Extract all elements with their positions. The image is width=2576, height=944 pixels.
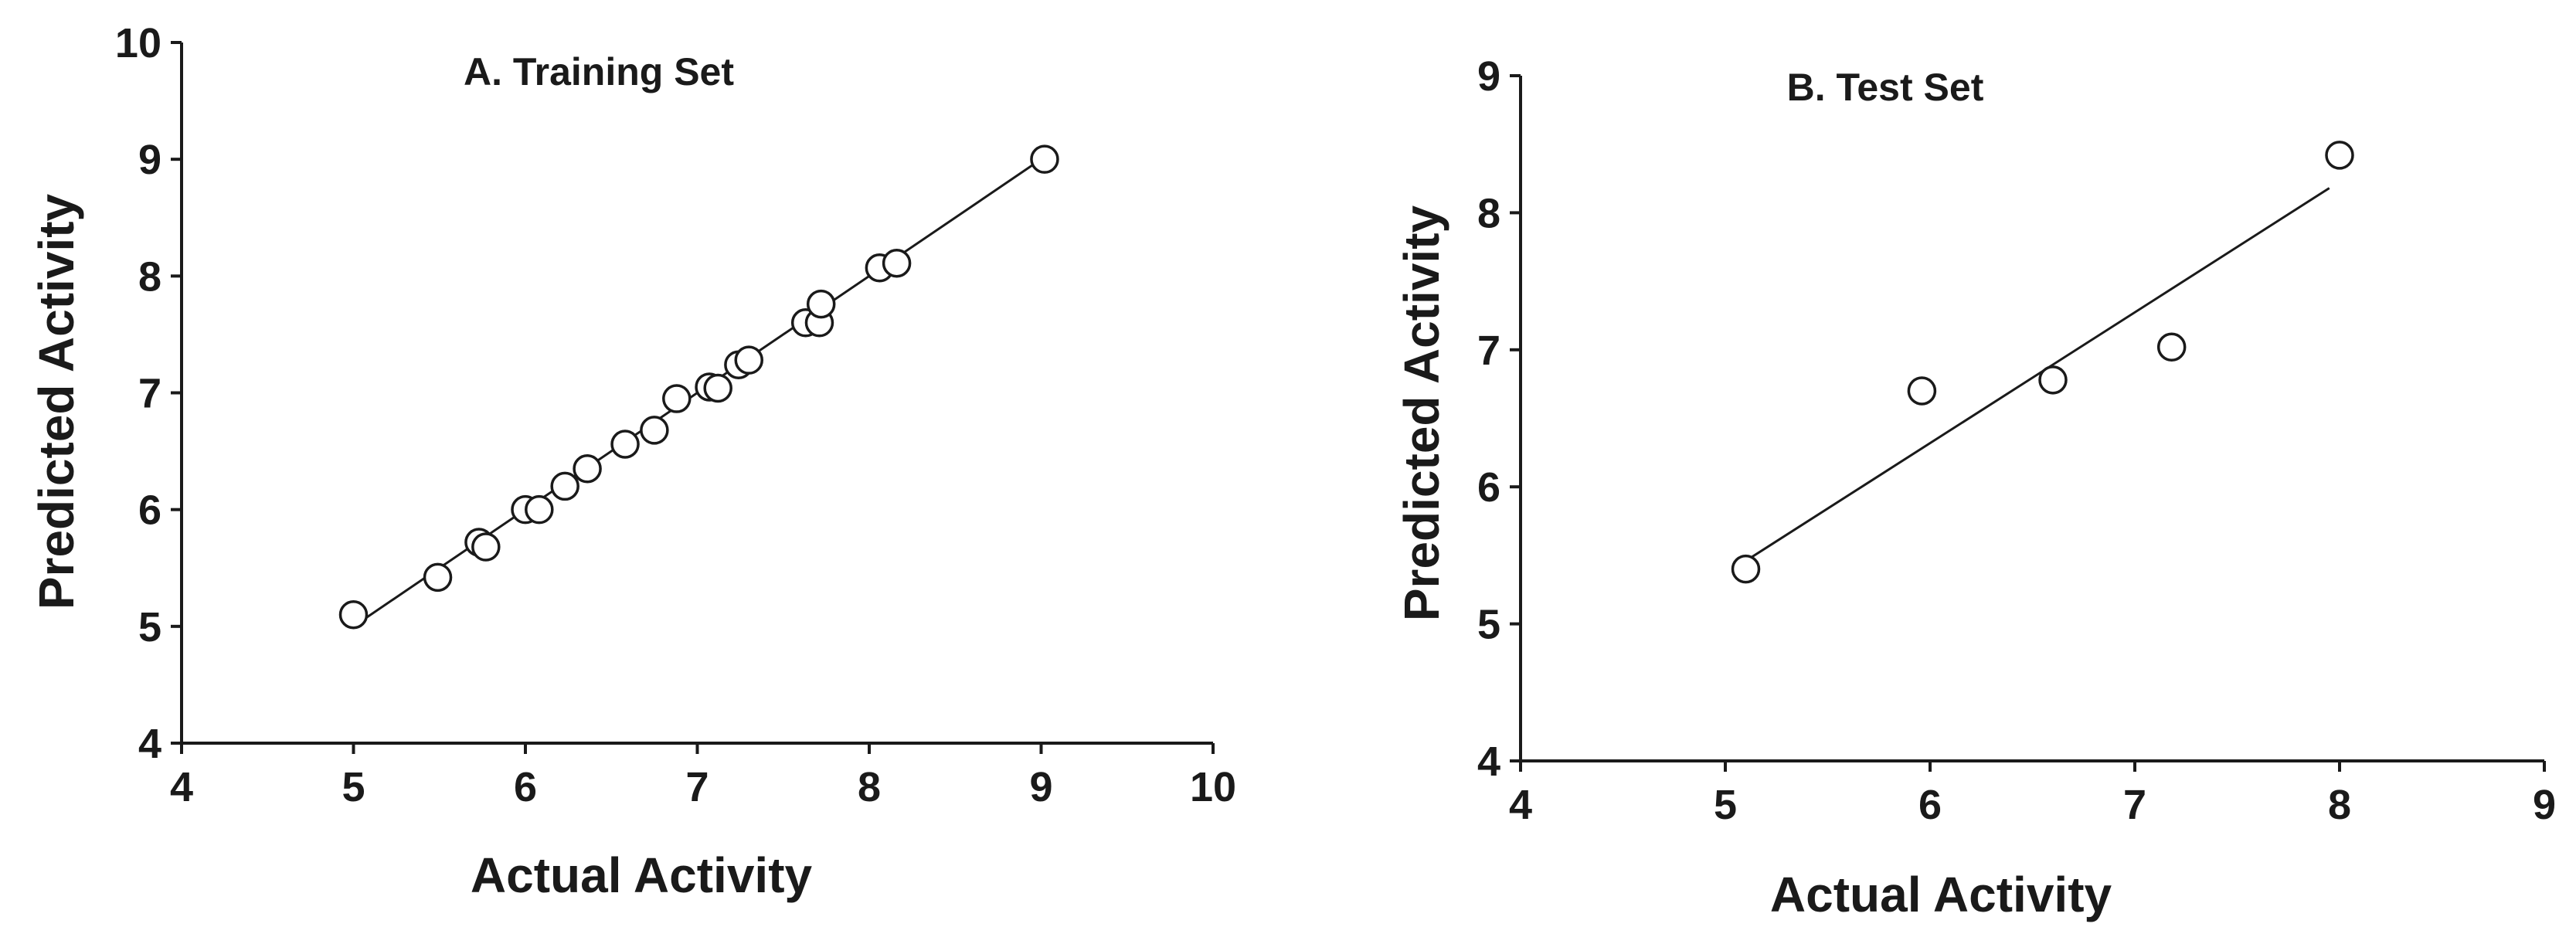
data-point <box>610 430 640 459</box>
data-point <box>471 532 501 562</box>
x-tick-label: 4 <box>170 764 193 810</box>
x-tick-label: 5 <box>1714 782 1737 828</box>
data-point <box>2325 141 2354 170</box>
x-tick-label: 6 <box>1918 782 1942 828</box>
data-point <box>640 416 669 445</box>
data-point <box>1907 376 1937 406</box>
x-axis-label: Actual Activity <box>471 847 813 903</box>
y-tick-label: 8 <box>138 253 161 300</box>
y-tick-labels: 4 5 6 7 8 9 <box>1477 53 1500 785</box>
regression-line <box>1745 187 2330 562</box>
x-tick-label: 9 <box>1029 764 1052 810</box>
y-tick-label: 9 <box>1477 53 1500 100</box>
x-axis-label: Actual Activity <box>1770 867 2112 922</box>
x-tick-label: 10 <box>1190 764 1236 810</box>
axes <box>171 41 1215 754</box>
y-tick-label: 10 <box>115 20 161 66</box>
data-point <box>882 248 912 278</box>
y-tick-label: 8 <box>1477 190 1500 236</box>
y-tick-label: 5 <box>138 604 161 650</box>
x-tick-labels: 4 5 6 7 8 9 <box>1509 782 2556 828</box>
data-point <box>2038 365 2068 395</box>
x-tick-label: 8 <box>858 764 881 810</box>
chart-panel-training-set: A. Training Set 4 5 6 7 8 9 10 4 5 6 7 8 9 10 Actual… <box>29 20 1236 903</box>
data-point <box>2156 332 2187 362</box>
data-points <box>338 144 1059 630</box>
y-tick-label: 9 <box>138 137 161 183</box>
x-tick-label: 5 <box>342 764 365 810</box>
y-tick-label: 6 <box>1477 464 1500 511</box>
y-tick-label: 4 <box>1477 739 1500 785</box>
y-axis-label: Predicted Activity <box>29 193 84 610</box>
axes <box>1510 74 2546 772</box>
x-tick-label: 4 <box>1509 782 1532 828</box>
x-tick-label: 8 <box>2328 782 2351 828</box>
data-point <box>1030 144 1059 174</box>
x-tick-label: 9 <box>2533 782 2556 828</box>
fit-line-group <box>1745 187 2330 562</box>
data-point <box>703 373 732 403</box>
y-axis-label: Predicted Activity <box>1394 205 1449 621</box>
chart-panel-test-set: B. Test Set 4 5 6 7 8 9 4 5 6 7 8 9 Actual Activit… <box>1394 53 2556 922</box>
data-point <box>1731 554 1761 584</box>
chart-title: B. Test Set <box>1787 66 1984 109</box>
y-tick-label: 6 <box>138 487 161 534</box>
data-point <box>550 471 579 501</box>
data-point <box>525 494 554 525</box>
x-tick-label: 7 <box>685 764 709 810</box>
data-point <box>662 384 692 413</box>
data-point <box>423 562 453 593</box>
y-tick-label: 5 <box>1477 602 1500 648</box>
data-point <box>338 599 369 630</box>
data-point <box>573 454 602 484</box>
y-tick-labels: 4 5 6 7 8 9 10 <box>115 20 161 767</box>
y-tick-label: 7 <box>138 371 161 417</box>
y-tick-label: 4 <box>138 721 161 767</box>
axis-lines <box>1519 76 2544 762</box>
data-point <box>806 289 836 319</box>
x-tick-labels: 4 5 6 7 8 9 10 <box>170 764 1236 810</box>
x-tick-label: 6 <box>514 764 537 810</box>
data-points <box>1731 141 2354 584</box>
chart-title: A. Training Set <box>464 50 734 93</box>
data-point <box>734 345 763 375</box>
y-tick-label: 7 <box>1477 328 1500 374</box>
x-tick-label: 7 <box>2123 782 2146 828</box>
